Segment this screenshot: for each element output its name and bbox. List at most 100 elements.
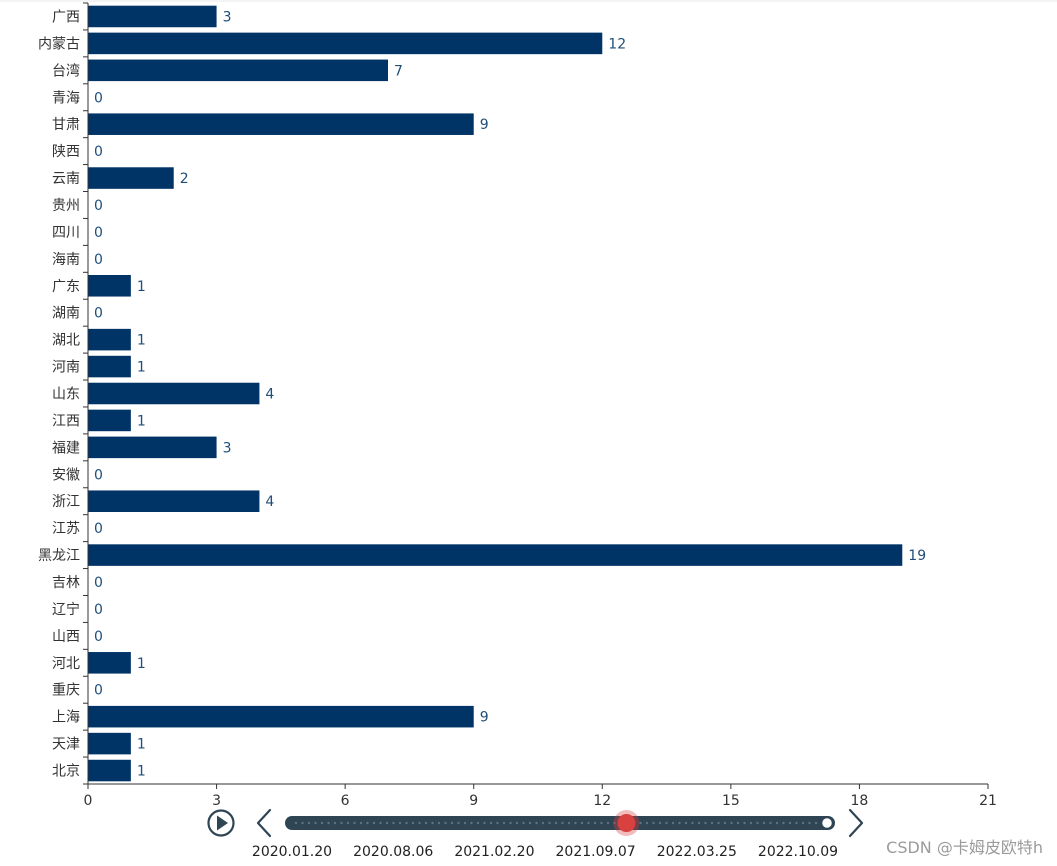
bar-value-label: 0	[94, 521, 103, 537]
x-tick-label: 15	[722, 793, 740, 809]
timeline-tick	[353, 821, 356, 825]
timeline-tick	[736, 821, 740, 825]
timeline-tick	[359, 821, 363, 825]
bars-layer: 3 12 7 0 9 0 2 0 0 0 1 0 1 1 4 1 3 0 4 0 19 0 0 0 1 0 9 1 1	[0, 0, 1057, 782]
timeline-tick	[366, 821, 369, 825]
timeline-tick	[717, 821, 720, 825]
y-tick-label: 四川	[52, 225, 80, 241]
timeline-label[interactable]: 2021.09.07	[556, 844, 636, 860]
timeline-tick	[437, 821, 441, 825]
y-tick-label: 山西	[52, 629, 80, 645]
timeline-tick	[346, 821, 350, 825]
bar-value-label: 0	[94, 467, 103, 483]
timeline-tick	[762, 821, 766, 825]
y-tick-label: 陕西	[52, 144, 80, 160]
timeline-label[interactable]: 2020.08.06	[353, 844, 433, 860]
timeline-tick	[340, 821, 343, 825]
x-axis: 0 3 6 9 12 15 18 21	[84, 783, 997, 809]
watermark: CSDN @卡姆皮欧特h	[886, 838, 1043, 857]
timeline-tick	[548, 821, 551, 825]
timeline-tick	[398, 821, 402, 825]
bar-value-label: 0	[94, 225, 103, 241]
bar[interactable]	[88, 5, 217, 28]
y-tick-label: 天津	[52, 737, 80, 753]
bar-value-label: 1	[137, 360, 146, 376]
y-tick-label: 重庆	[52, 683, 80, 699]
bar-value-label: 12	[608, 36, 626, 52]
y-tick-label: 黑龙江	[38, 548, 80, 564]
x-tick-label: 18	[851, 793, 869, 809]
bar-value-label: 0	[94, 90, 103, 106]
chevron-right-icon[interactable]	[848, 808, 864, 838]
bar[interactable]	[88, 490, 260, 512]
y-tick-label: 广西	[52, 9, 80, 25]
timeline-tick	[782, 821, 785, 825]
play-icon[interactable]	[207, 809, 235, 837]
bar[interactable]	[88, 32, 603, 55]
timeline-tick	[457, 821, 460, 825]
timeline-tick	[489, 821, 493, 825]
bar-value-label: 1	[137, 279, 146, 295]
bar[interactable]	[88, 705, 474, 728]
timeline-tick	[463, 821, 467, 825]
bar[interactable]	[88, 544, 903, 566]
timeline-tick	[522, 821, 525, 825]
bar-value-label: 0	[94, 306, 103, 322]
bar-value-label: 3	[223, 9, 232, 25]
timeline-tick	[730, 821, 733, 825]
y-tick-label: 河北	[52, 656, 80, 672]
y-tick-label: 上海	[52, 710, 80, 726]
timeline-tick	[470, 821, 473, 825]
timeline-label[interactable]: 2020.01.20	[252, 844, 332, 860]
timeline-label[interactable]: 2022.10.09	[758, 844, 838, 860]
timeline-tick	[801, 821, 805, 825]
x-tick-label: 0	[84, 793, 93, 809]
timeline-tick	[431, 821, 434, 825]
bar[interactable]	[88, 652, 131, 674]
timeline-tick	[567, 821, 571, 825]
bar[interactable]	[88, 759, 131, 782]
timeline-tick	[535, 821, 538, 825]
timeline-label[interactable]: 2021.02.20	[454, 844, 534, 860]
timeline-tick	[411, 821, 415, 825]
timeline-tick	[743, 821, 746, 825]
bar[interactable]	[88, 436, 217, 459]
timeline-tick	[541, 821, 545, 825]
bar-value-label: 9	[480, 710, 489, 726]
timeline-tick	[580, 821, 584, 825]
bar-value-label: 19	[908, 548, 926, 564]
timeline-tick	[294, 821, 298, 825]
y-tick-label: 北京	[52, 764, 80, 780]
y-tick-label: 江西	[52, 413, 80, 429]
timeline-tick	[814, 821, 818, 825]
bar[interactable]	[88, 409, 131, 432]
y-tick-label: 内蒙古	[38, 36, 80, 52]
bar[interactable]	[88, 167, 174, 189]
timeline-tick	[723, 821, 727, 825]
bar[interactable]	[88, 732, 131, 755]
y-axis: 广西内蒙古台湾青海甘肃陕西云南贵州四川海南广东湖南湖北河南山东江西福建安徽浙江江…	[38, 2, 89, 785]
bar[interactable]	[88, 275, 131, 297]
timeline-tick	[606, 821, 610, 825]
bar[interactable]	[88, 59, 388, 82]
timeline-tick	[372, 821, 376, 825]
bar-value-label: 0	[94, 252, 103, 268]
bar-value-label: 1	[137, 333, 146, 349]
timeline-tick	[385, 821, 389, 825]
bar[interactable]	[88, 355, 131, 378]
timeline-handle[interactable]	[617, 814, 636, 832]
timeline-tick	[496, 821, 499, 825]
timeline-tick	[502, 821, 506, 825]
chevron-left-icon[interactable]	[256, 808, 272, 838]
timeline-label[interactable]: 2022.03.25	[657, 844, 737, 860]
bar[interactable]	[88, 382, 260, 405]
y-tick-label: 台湾	[52, 62, 80, 79]
bar-value-label: 0	[94, 198, 103, 214]
x-tick-label: 9	[469, 793, 478, 809]
timeline-tick	[756, 821, 759, 825]
bar-value-label: 0	[94, 683, 103, 699]
bar[interactable]	[88, 113, 474, 135]
bar[interactable]	[88, 328, 131, 351]
y-tick-label: 广东	[52, 279, 80, 295]
timeline-tick	[483, 821, 486, 825]
